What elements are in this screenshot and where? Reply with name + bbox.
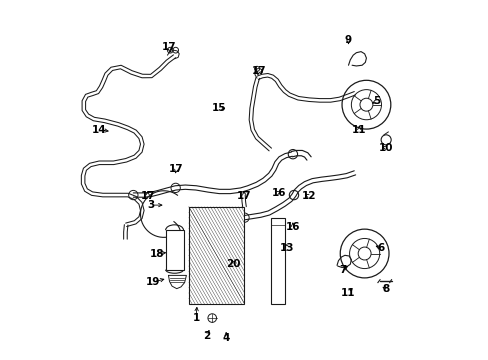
Text: 17: 17: [140, 191, 155, 201]
Text: 16: 16: [271, 188, 285, 198]
Text: 10: 10: [378, 143, 393, 153]
Text: 17: 17: [169, 164, 183, 174]
Bar: [188, 207, 244, 304]
Text: 11: 11: [341, 288, 355, 298]
Text: 15: 15: [212, 103, 226, 113]
Text: 6: 6: [376, 243, 384, 253]
Text: 19: 19: [145, 277, 160, 287]
Text: 5: 5: [373, 96, 380, 106]
Text: 18: 18: [149, 248, 163, 258]
Text: 17: 17: [251, 66, 265, 76]
Text: 7: 7: [339, 265, 346, 275]
Text: 16: 16: [285, 222, 300, 231]
Bar: [165, 230, 183, 270]
Text: 12: 12: [301, 191, 316, 201]
Text: 14: 14: [92, 125, 106, 135]
Text: 9: 9: [344, 35, 351, 45]
Text: 1: 1: [192, 313, 199, 323]
Text: 17: 17: [162, 42, 176, 52]
Text: 17: 17: [237, 191, 251, 201]
Text: 8: 8: [382, 284, 389, 294]
Bar: [271, 218, 285, 304]
Text: 4: 4: [223, 333, 230, 343]
Text: 13: 13: [280, 243, 294, 253]
Text: 11: 11: [351, 125, 366, 135]
Text: 3: 3: [147, 200, 155, 210]
Text: 20: 20: [226, 259, 241, 269]
Text: 2: 2: [203, 331, 210, 341]
